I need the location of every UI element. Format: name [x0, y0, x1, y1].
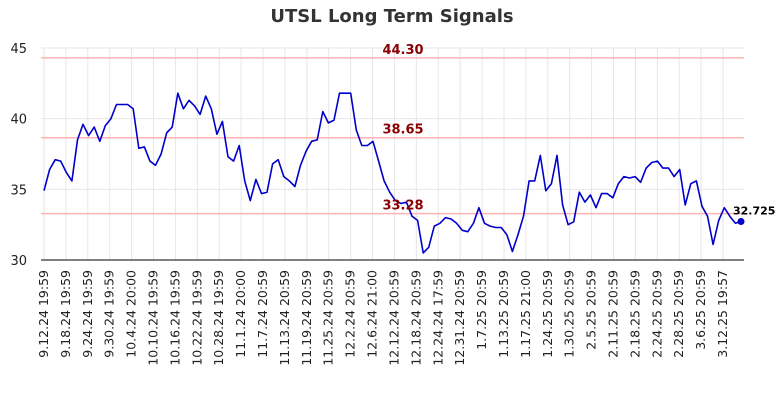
x-tick-label: 2.28.25 20:59	[671, 270, 686, 358]
label-layer: 44.30 38.65 33.28 32.725	[382, 43, 775, 218]
x-tick-label: 10.4.24 20:00	[124, 270, 139, 358]
x-tick-label: 12.18.24 20:59	[408, 270, 423, 366]
last-point-marker	[737, 217, 745, 225]
x-tick-label: 9.12.24 19:59	[36, 270, 51, 358]
x-tick-label: 9.24.24 19:59	[80, 270, 95, 358]
y-tick-label: 30	[10, 254, 27, 269]
chart-title: UTSL Long Term Signals	[270, 6, 514, 27]
x-tick-label: 1.30.25 20:59	[562, 270, 577, 358]
x-tick-label: 12.6.24 21:00	[365, 270, 380, 358]
x-tick-label: 1.7.25 20:59	[474, 270, 489, 350]
x-tick-label: 3.12.25 19:57	[715, 270, 730, 358]
x-tick-label: 10.10.24 19:59	[146, 270, 161, 366]
x-tick-label: 12.31.24 20:59	[452, 270, 467, 366]
x-tick-label: 11.1.24 20:00	[233, 270, 248, 358]
x-tick-label: 12.12.24 20:59	[386, 270, 401, 366]
x-tick-label: 9.30.24 19:59	[102, 270, 117, 358]
x-tick-label: 1.24.25 20:59	[540, 270, 555, 358]
x-tick-label: 2.11.25 20:59	[605, 270, 620, 358]
level-label: 44.30	[382, 43, 423, 58]
last-value-label: 32.725	[733, 204, 775, 217]
x-tick-label: 2.5.25 20:59	[584, 270, 599, 350]
x-tick-label: 2.24.25 20:59	[649, 270, 664, 358]
y-tick-label: 40	[10, 113, 27, 128]
x-tick-label: 12.24.24 17:59	[430, 270, 445, 366]
level-layer	[41, 57, 744, 215]
x-tick-label: 11.19.24 20:59	[299, 270, 314, 366]
x-tick-label: 2.18.25 20:59	[627, 270, 642, 358]
axis-layer: 30 35 40 45 9.12.24 19:59 9.18.24 19:59 9.24.2…	[10, 42, 744, 366]
x-tick-label: 10.16.24 19:59	[167, 270, 182, 366]
x-tick-label: 11.7.24 20:59	[255, 270, 270, 358]
level-label: 33.28	[382, 199, 423, 214]
price-line	[43, 92, 742, 254]
x-tick-label: 11.13.24 20:59	[277, 270, 292, 366]
x-tick-label: 1.13.25 20:59	[496, 270, 511, 358]
level-label: 38.65	[382, 123, 423, 138]
x-tick-label: 11.25.24 20:59	[321, 270, 336, 366]
y-tick-label: 45	[10, 42, 27, 57]
x-tick-label: 10.28.24 19:59	[211, 270, 226, 366]
x-tick-label: 9.18.24 19:59	[58, 270, 73, 358]
x-tick-label: 1.17.25 21:00	[518, 270, 533, 358]
x-tick-label: 10.22.24 19:59	[189, 270, 204, 366]
y-tick-label: 35	[10, 183, 27, 198]
x-tick-label: 3.6.25 20:59	[693, 270, 708, 350]
series-layer	[43, 92, 745, 254]
x-tick-label: 12.2.24 20:59	[343, 270, 358, 358]
